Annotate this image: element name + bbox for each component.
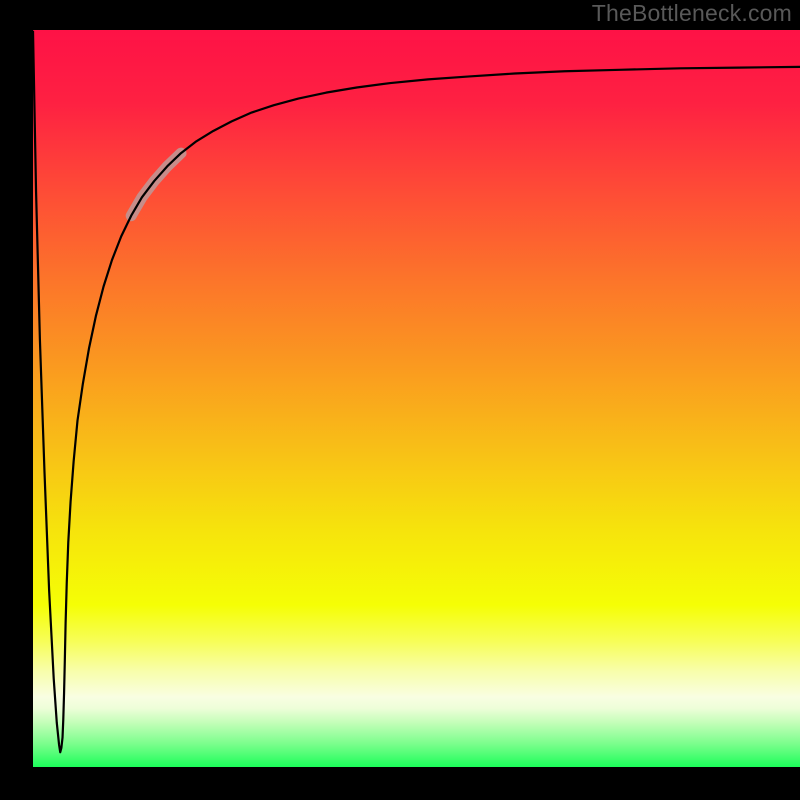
main-curve [33,31,800,753]
curve-svg [33,30,800,767]
chart-container: TheBottleneck.com [0,0,800,800]
highlight-segment [131,153,181,216]
attribution-text: TheBottleneck.com [592,0,792,27]
plot-area [33,30,800,767]
